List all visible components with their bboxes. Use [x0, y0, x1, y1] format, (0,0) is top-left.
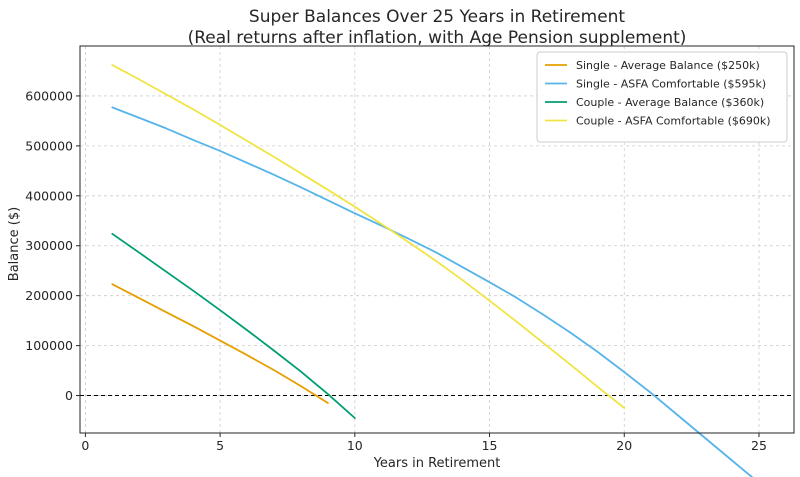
series-line-2 — [111, 106, 754, 477]
series-layer — [111, 64, 754, 477]
y-tick-label: 0 — [65, 388, 73, 403]
x-tick-label: 0 — [81, 438, 89, 453]
x-tick-label: 25 — [751, 438, 767, 453]
y-axis-label: Balance ($) — [7, 207, 22, 281]
plot-frame — [79, 45, 795, 434]
legend-label-3: Couple - Average Balance ($360k) — [576, 96, 764, 109]
chart-title-line-1: Super Balances Over 25 Years in Retireme… — [249, 7, 626, 27]
x-tick-label: 15 — [482, 438, 498, 453]
x-axis-label: Years in Retirement — [373, 456, 501, 471]
x-tick-label: 5 — [216, 438, 224, 453]
chart-title: Super Balances Over 25 Years in Retireme… — [188, 7, 687, 48]
series-line-1 — [111, 283, 329, 404]
legend-box — [536, 51, 788, 143]
x-tick-label: 20 — [616, 438, 632, 453]
legend: Single - Average Balance ($250k) Single -… — [536, 51, 788, 143]
series-line-3 — [111, 232, 356, 419]
legend-label-1: Single - Average Balance ($250k) — [576, 59, 760, 72]
legend-label-4: Couple - ASFA Comfortable ($690k) — [576, 115, 771, 128]
series-line-4 — [111, 64, 626, 409]
x-tick-label: 10 — [347, 438, 363, 453]
y-tick-label: 600000 — [25, 88, 73, 103]
y-tick-label: 200000 — [25, 288, 73, 303]
y-tick-label: 400000 — [25, 188, 73, 203]
y-tick-label: 500000 — [25, 138, 73, 153]
y-tick-label: 300000 — [25, 238, 73, 253]
y-tick-label: 100000 — [25, 338, 73, 353]
chart-title-line-2: (Real returns after inflation, with Age … — [188, 28, 687, 48]
axis-ticks: 0 5 10 15 20 25 0 100000 200000 300000 400000 50000… — [25, 88, 767, 453]
legend-label-2: Single - ASFA Comfortable ($595k) — [576, 78, 766, 91]
